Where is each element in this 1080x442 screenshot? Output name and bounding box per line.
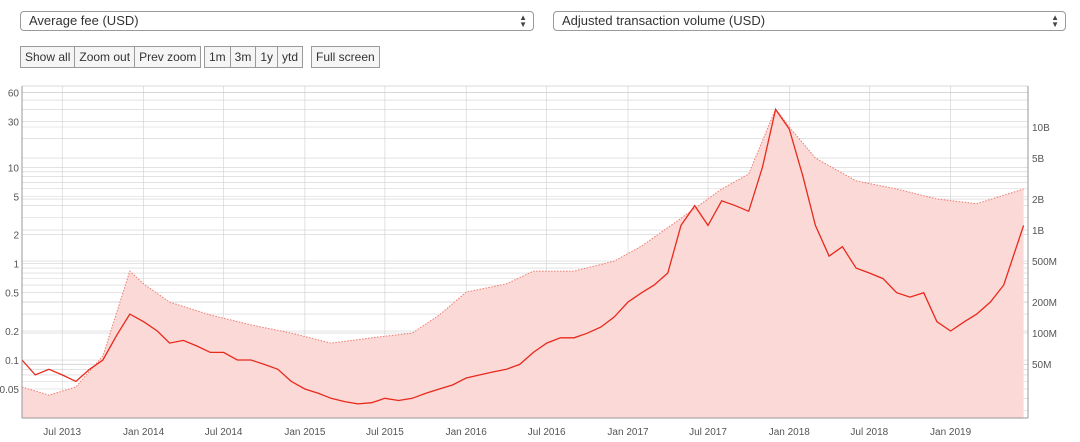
left-tick-label: 10 bbox=[8, 163, 20, 174]
metric-select-left[interactable]: Average fee (USD) ▲ ▼ bbox=[20, 11, 534, 31]
right-tick-label: 500M bbox=[1032, 257, 1057, 268]
range-ytd-button[interactable]: ytd bbox=[278, 47, 303, 67]
x-tick-label: Jan 2018 bbox=[769, 427, 811, 438]
select-arrows-icon: ▲ ▼ bbox=[519, 13, 527, 29]
fee-volume-chart[interactable]: 0.05 0.1 0.2 0.5 1 2 5 10 30 60 50M 100M 200M 500M 1B… bbox=[0, 80, 1080, 442]
left-tick-label: 0.1 bbox=[5, 356, 19, 367]
zoom-out-button[interactable]: Zoom out bbox=[75, 47, 136, 67]
show-all-button[interactable]: Show all bbox=[21, 47, 76, 67]
left-tick-label: 0.2 bbox=[5, 327, 19, 338]
metric-select-left-value: Average fee (USD) bbox=[29, 13, 139, 28]
fee-line bbox=[21, 107, 1025, 405]
select-arrows-icon: ▲ ▼ bbox=[1051, 13, 1059, 29]
left-tick-label: 30 bbox=[8, 117, 20, 128]
x-axis-ticks: Jul 2013 Jan 2014 Jul 2014 Jan 2015 Jul 2015… bbox=[43, 427, 971, 438]
right-tick-label: 2B bbox=[1032, 195, 1045, 206]
range-3m-button[interactable]: 3m bbox=[230, 47, 257, 67]
x-tick-label: Jan 2017 bbox=[607, 427, 649, 438]
zoom-button-group: Show all Zoom out Prev zoom bbox=[20, 46, 202, 68]
full-screen-button[interactable]: Full screen bbox=[312, 47, 379, 67]
range-1m-button[interactable]: 1m bbox=[205, 47, 231, 67]
volume-series bbox=[21, 107, 1024, 419]
right-tick-label: 1B bbox=[1032, 226, 1045, 237]
left-tick-label: 0.05 bbox=[0, 385, 19, 396]
left-tick-label: 60 bbox=[8, 88, 20, 99]
x-tick-label: Jan 2014 bbox=[123, 427, 165, 438]
right-tick-label: 100M bbox=[1032, 329, 1057, 340]
prev-zoom-button[interactable]: Prev zoom bbox=[135, 47, 201, 67]
left-tick-label: 0.5 bbox=[5, 289, 19, 300]
full-screen-group: Full screen bbox=[311, 46, 380, 68]
range-button-group: 1m 3m 1y ytd bbox=[204, 46, 304, 68]
x-tick-label: Jul 2017 bbox=[689, 427, 727, 438]
x-tick-label: Jul 2018 bbox=[850, 427, 888, 438]
right-tick-label: 10B bbox=[1032, 123, 1050, 134]
metric-select-right[interactable]: Adjusted transaction volume (USD) ▲ ▼ bbox=[553, 11, 1066, 31]
right-axis-ticks: 50M 100M 200M 500M 1B 2B 5B 10B bbox=[1032, 123, 1057, 371]
x-tick-label: Jul 2016 bbox=[528, 427, 566, 438]
x-tick-label: Jul 2015 bbox=[366, 427, 404, 438]
x-tick-label: Jan 2019 bbox=[930, 427, 972, 438]
x-tick-label: Jan 2016 bbox=[446, 427, 488, 438]
metric-select-right-value: Adjusted transaction volume (USD) bbox=[562, 13, 766, 28]
left-tick-label: 2 bbox=[13, 231, 19, 242]
left-tick-label: 1 bbox=[13, 260, 19, 271]
x-tick-label: Jul 2013 bbox=[43, 427, 81, 438]
fee-series bbox=[21, 107, 1025, 405]
range-1y-button[interactable]: 1y bbox=[256, 47, 279, 67]
axes bbox=[21, 86, 1029, 419]
right-tick-label: 50M bbox=[1032, 360, 1051, 371]
x-tick-label: Jan 2015 bbox=[284, 427, 326, 438]
right-tick-label: 200M bbox=[1032, 298, 1057, 309]
x-tick-label: Jul 2014 bbox=[205, 427, 243, 438]
left-axis-ticks: 0.05 0.1 0.2 0.5 1 2 5 10 30 60 bbox=[0, 88, 19, 396]
right-tick-label: 5B bbox=[1032, 154, 1045, 165]
volume-area bbox=[22, 108, 1024, 419]
volume-line bbox=[21, 107, 1024, 396]
left-tick-label: 5 bbox=[13, 192, 19, 203]
